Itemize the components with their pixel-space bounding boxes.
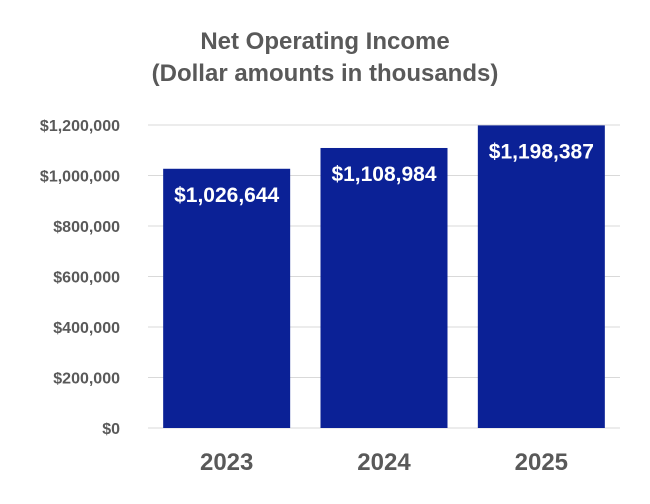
y-tick-label: $800,000 [53,219,120,236]
bar [320,147,448,428]
x-tick-label: 2025 [515,449,568,476]
bar [477,125,605,428]
x-tick-label: 2024 [357,449,411,476]
y-tick-label: $600,000 [53,270,120,287]
data-label: $1,198,387 [489,140,594,163]
y-tick-label: $200,000 [53,371,120,388]
chart-title-block: Net Operating Income (Dollar amounts in … [0,26,650,90]
data-label: $1,026,644 [174,184,279,207]
y-tick-label: $0 [102,421,120,438]
y-tick-label: $1,200,000 [40,118,120,135]
data-label: $1,108,984 [331,163,436,186]
chart-title: Net Operating Income [200,28,450,55]
chart-subtitle: (Dollar amounts in thousands) [151,60,499,87]
y-tick-label: $1,000,000 [40,169,120,186]
bar [163,168,291,428]
x-tick-label: 2023 [200,449,253,476]
y-tick-label: $400,000 [53,320,120,337]
